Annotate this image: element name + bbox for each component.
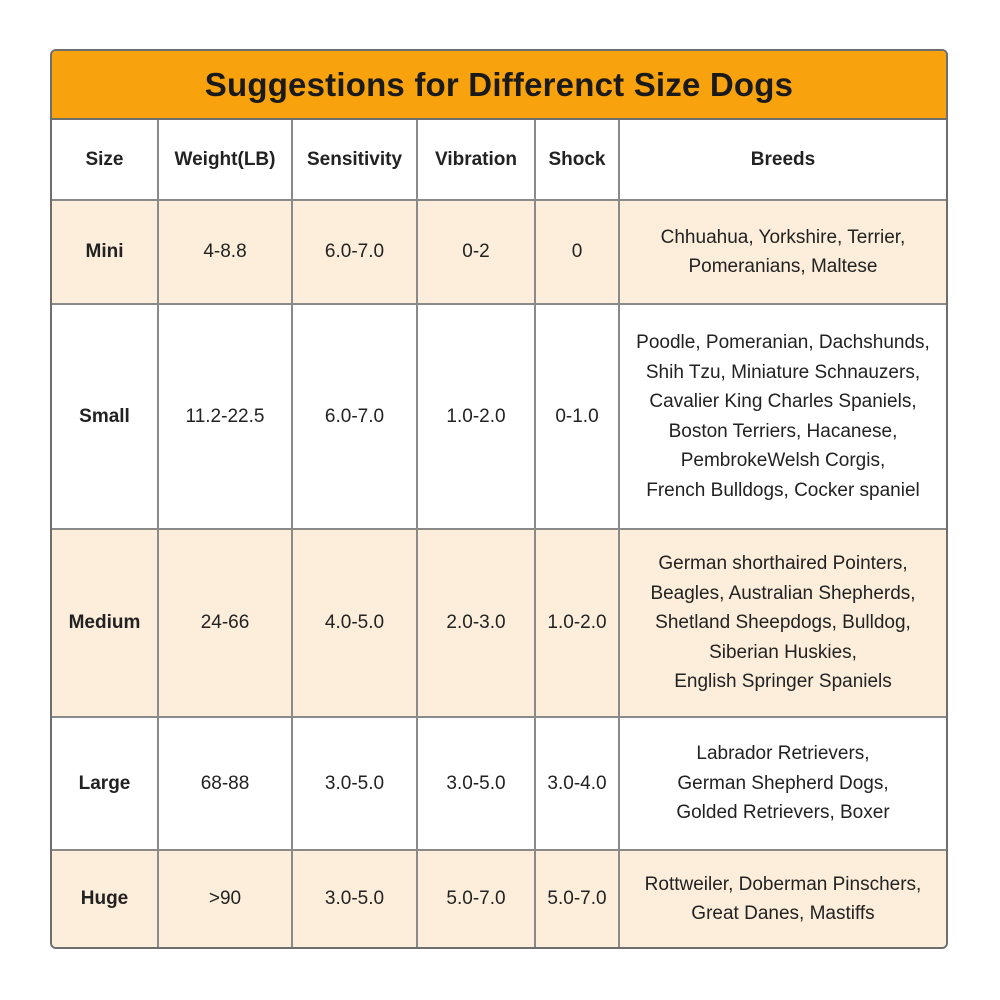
- sensitivity-cell: 6.0-7.0: [292, 200, 418, 305]
- header-weight: Weight(LB): [158, 120, 293, 201]
- sensitivity-cell: 4.0-5.0: [292, 529, 418, 718]
- size-cell: Small: [52, 304, 159, 530]
- breed-line: Great Danes, Mastiffs: [691, 903, 875, 924]
- breed-line: Beagles, Australian Shepherds,: [650, 582, 916, 604]
- title-bar: Suggestions for Differenct Size Dogs: [52, 51, 946, 120]
- vibration-cell: 2.0-3.0: [417, 529, 536, 718]
- table-row: Small 11.2-22.5 6.0-7.0 1.0-2.0 0-1.0 Po…: [52, 304, 946, 530]
- breed-line: Chhuahua, Yorkshire, Terrier,: [660, 226, 906, 248]
- breed-line: PembrokeWelsh Corgis,: [680, 450, 886, 471]
- vibration-cell: 5.0-7.0: [417, 850, 536, 947]
- dog-size-table: Size Weight(LB) Sensitivity Vibration Sh…: [52, 120, 946, 947]
- breed-line: Shih Tzu, Miniature Schnauzers,: [645, 361, 921, 383]
- sensitivity-cell: 3.0-5.0: [292, 850, 418, 947]
- weight-cell: 68-88: [158, 717, 293, 851]
- size-cell: Medium: [52, 529, 159, 718]
- breed-line: Poodle, Pomeranian, Dachshunds,: [636, 332, 930, 353]
- breed-line: Cavalier King Charles Spaniels,: [649, 391, 917, 412]
- weight-cell: 24-66: [158, 529, 293, 718]
- breed-line: English Springer Spaniels: [674, 671, 892, 693]
- breed-line: Shetland Sheepdogs, Bulldog,: [655, 612, 911, 634]
- sensitivity-cell: 6.0-7.0: [292, 304, 418, 530]
- shock-cell: 5.0-7.0: [535, 850, 620, 947]
- breed-line: Pomeranians, Maltese: [688, 256, 878, 277]
- size-cell: Huge: [52, 850, 159, 947]
- weight-cell: 11.2-22.5: [158, 304, 293, 530]
- vibration-cell: 1.0-2.0: [417, 304, 536, 530]
- table-row: Medium 24-66 4.0-5.0 2.0-3.0 1.0-2.0 Ger…: [52, 529, 946, 718]
- table-row: Large 68-88 3.0-5.0 3.0-5.0 3.0-4.0 Labr…: [52, 717, 946, 851]
- vibration-cell: 0-2: [417, 200, 536, 305]
- header-shock: Shock: [535, 120, 620, 201]
- weight-cell: >90: [158, 850, 293, 947]
- header-row: Size Weight(LB) Sensitivity Vibration Sh…: [52, 120, 946, 201]
- shock-cell: 0: [535, 200, 620, 305]
- breed-line: Labrador Retrievers,: [696, 743, 870, 765]
- table-row: Huge >90 3.0-5.0 5.0-7.0 5.0-7.0 Rottwei…: [52, 850, 946, 947]
- weight-cell: 4-8.8: [158, 200, 293, 305]
- page-title: Suggestions for Differenct Size Dogs: [204, 65, 794, 103]
- header-breeds: Breeds: [619, 120, 946, 201]
- breeds-cell: German shorthaired Pointers, Beagles, Au…: [619, 529, 946, 718]
- breed-line: French Bulldogs, Cocker spaniel: [646, 479, 920, 501]
- breed-line: Siberian Huskies,: [709, 641, 857, 663]
- header-sensitivity: Sensitivity: [292, 120, 418, 201]
- shock-cell: 1.0-2.0: [535, 529, 620, 718]
- breeds-cell: Labrador Retrievers, German Shepherd Dog…: [619, 717, 946, 851]
- breeds-cell: Chhuahua, Yorkshire, Terrier, Pomeranian…: [619, 200, 946, 305]
- shock-cell: 3.0-4.0: [535, 717, 620, 851]
- size-suggestion-table-card: Suggestions for Differenct Size Dogs Siz…: [50, 49, 948, 949]
- breed-line: Rottweiler, Doberman Pinschers,: [644, 873, 922, 895]
- vibration-cell: 3.0-5.0: [417, 717, 536, 851]
- breeds-cell: Poodle, Pomeranian, Dachshunds, Shih Tzu…: [619, 304, 946, 530]
- table-row: Mini 4-8.8 6.0-7.0 0-2 0 Chhuahua, Yorks…: [52, 200, 946, 305]
- size-cell: Mini: [52, 200, 159, 305]
- breed-line: Golded Retrievers, Boxer: [676, 802, 890, 824]
- size-cell: Large: [52, 717, 159, 851]
- breed-line: German Shepherd Dogs,: [677, 772, 889, 794]
- breeds-cell: Rottweiler, Doberman Pinschers, Great Da…: [619, 850, 946, 947]
- shock-cell: 0-1.0: [535, 304, 620, 530]
- breed-line: German shorthaired Pointers,: [658, 553, 908, 575]
- header-vibration: Vibration: [417, 120, 536, 201]
- header-size: Size: [52, 120, 159, 201]
- breed-line: Boston Terriers, Hacanese,: [668, 420, 898, 442]
- sensitivity-cell: 3.0-5.0: [292, 717, 418, 851]
